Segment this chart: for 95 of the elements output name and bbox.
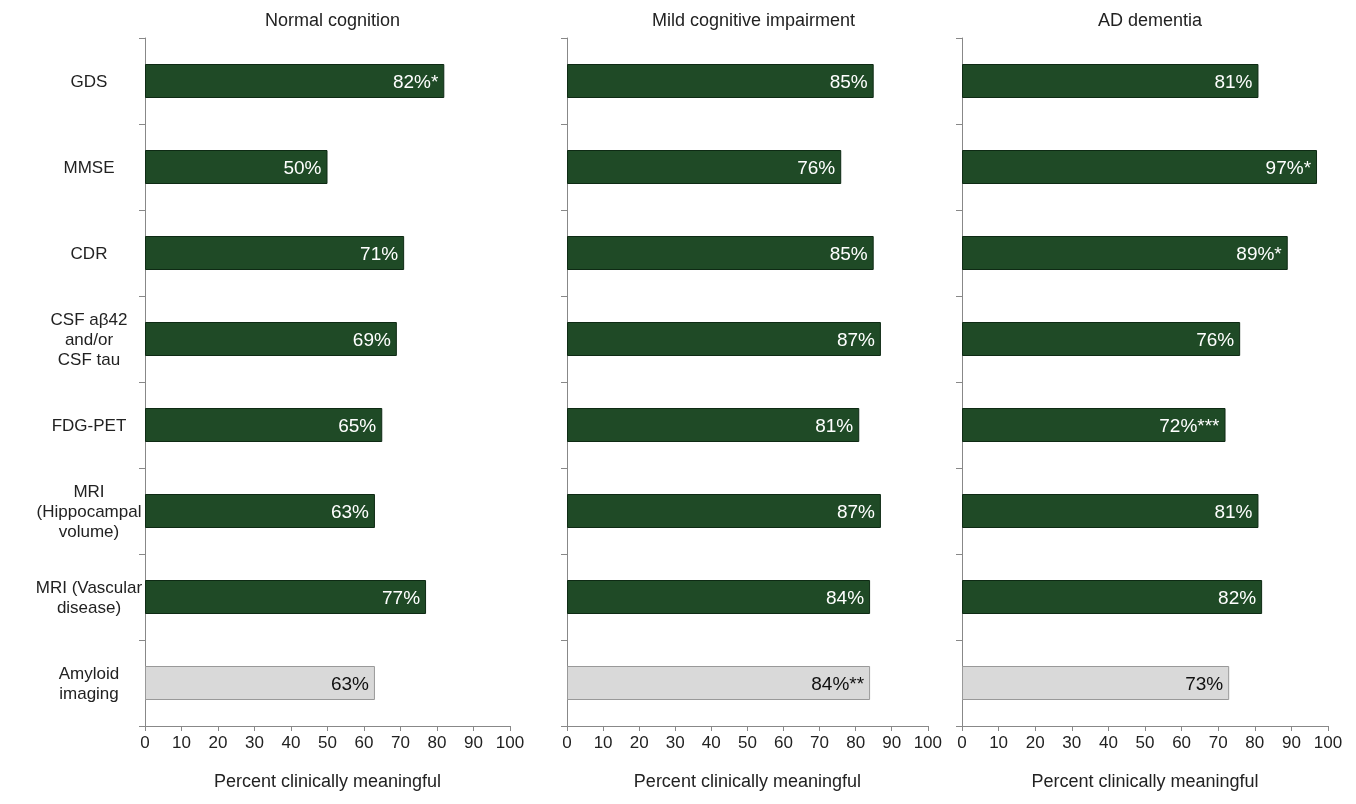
y-tick-label: MMSE xyxy=(63,157,115,177)
data-label: 76% xyxy=(1196,328,1235,350)
x-tick-label: 80 xyxy=(846,733,866,752)
x-tick-label: 50 xyxy=(1135,733,1155,752)
bar xyxy=(145,494,375,528)
data-label: 69% xyxy=(352,328,391,350)
x-tick-label: 100 xyxy=(1313,733,1343,752)
bar xyxy=(567,666,871,700)
data-label: 76% xyxy=(797,156,836,178)
bar xyxy=(962,64,1259,98)
x-axis-title: Percent clinically meaningful xyxy=(633,771,861,791)
bar xyxy=(962,150,1318,184)
x-tick-label: 0 xyxy=(562,733,572,752)
y-tick-label: MRI (Hippocampal volume) xyxy=(36,481,142,541)
bar xyxy=(145,322,397,356)
x-tick-label: 20 xyxy=(629,733,649,752)
y-tick-label: MRI (Vascular disease) xyxy=(35,577,143,617)
x-tick-label: 10 xyxy=(593,733,613,752)
bar xyxy=(567,236,874,270)
bar xyxy=(962,322,1241,356)
data-label: 97%* xyxy=(1265,156,1312,178)
y-tick-label: Amyloid imaging xyxy=(58,663,120,703)
data-label: 87% xyxy=(836,500,876,522)
x-tick-label: 40 xyxy=(1098,733,1118,752)
x-tick-label: 90 xyxy=(1281,733,1301,752)
x-tick-label: 60 xyxy=(774,733,793,752)
bar xyxy=(962,494,1259,528)
x-tick-label: 70 xyxy=(391,733,410,752)
data-label: 82%* xyxy=(392,70,439,92)
x-tick-label: 40 xyxy=(281,733,301,752)
data-label: 89%* xyxy=(1236,242,1283,264)
x-tick-label: 50 xyxy=(318,733,337,752)
bar xyxy=(567,580,871,614)
bar xyxy=(567,322,881,356)
bar xyxy=(145,408,383,442)
x-tick-label: 10 xyxy=(172,733,191,752)
data-label: 85% xyxy=(829,242,868,264)
data-label: 71% xyxy=(360,242,399,264)
x-tick-label: 60 xyxy=(354,733,374,752)
x-tick-label: 90 xyxy=(882,733,902,752)
y-tick-label: GDS xyxy=(70,71,108,91)
x-tick-label: 80 xyxy=(1245,733,1265,752)
x-tick-label: 90 xyxy=(464,733,483,752)
data-label: 81% xyxy=(815,414,854,436)
data-label: 63% xyxy=(330,500,370,522)
y-tick-label: CSF aβ42 and/or CSF tau xyxy=(50,309,128,369)
chart-title: Mild cognitive impairment xyxy=(651,10,856,30)
x-tick-label: 60 xyxy=(1172,733,1192,752)
x-tick-label: 70 xyxy=(810,733,830,752)
data-label: 85% xyxy=(829,70,868,92)
x-tick-label: 10 xyxy=(989,733,1009,752)
x-tick-label: 0 xyxy=(957,733,967,752)
x-tick-label: 100 xyxy=(495,733,525,752)
x-axis-title: Percent clinically meaningful xyxy=(1031,771,1259,791)
bar xyxy=(145,64,445,98)
data-label: 81% xyxy=(1214,500,1253,522)
x-tick-label: 80 xyxy=(427,733,447,752)
bar xyxy=(567,150,842,184)
bar xyxy=(145,580,427,614)
bar xyxy=(962,408,1226,442)
x-tick-label: 20 xyxy=(1025,733,1045,752)
bar xyxy=(145,666,375,700)
bar xyxy=(567,494,881,528)
chart-title: AD dementia xyxy=(1097,10,1204,30)
x-tick-label: 70 xyxy=(1208,733,1228,752)
x-tick-label: 30 xyxy=(245,733,264,752)
x-tick-label: 50 xyxy=(737,733,757,752)
x-tick-label: 30 xyxy=(1062,733,1082,752)
x-tick-label: 100 xyxy=(913,733,943,752)
bar xyxy=(567,408,860,442)
x-axis-title: Percent clinically meaningful xyxy=(213,771,442,791)
data-label: 84% xyxy=(826,586,865,608)
data-label: 72%*** xyxy=(1159,414,1221,436)
bar xyxy=(962,666,1230,700)
y-tick-label: CDR xyxy=(70,243,108,263)
x-tick-label: 40 xyxy=(701,733,721,752)
x-tick-label: 20 xyxy=(208,733,228,752)
data-label: 65% xyxy=(338,414,377,436)
bar xyxy=(962,580,1263,614)
bar xyxy=(145,150,328,184)
data-label: 82% xyxy=(1218,586,1257,608)
data-label: 50% xyxy=(283,156,322,178)
chart-title: Normal cognition xyxy=(264,10,401,30)
bar xyxy=(145,236,405,270)
data-label: 63% xyxy=(330,672,370,694)
x-tick-label: 30 xyxy=(665,733,685,752)
bar xyxy=(567,64,874,98)
data-label: 84%** xyxy=(811,672,865,694)
data-label: 77% xyxy=(382,586,421,608)
y-tick-label: FDG-PET xyxy=(51,415,127,435)
bar xyxy=(962,236,1288,270)
data-label: 81% xyxy=(1214,70,1253,92)
data-label: 73% xyxy=(1185,672,1224,694)
x-tick-label: 0 xyxy=(140,733,150,752)
data-label: 87% xyxy=(836,328,876,350)
